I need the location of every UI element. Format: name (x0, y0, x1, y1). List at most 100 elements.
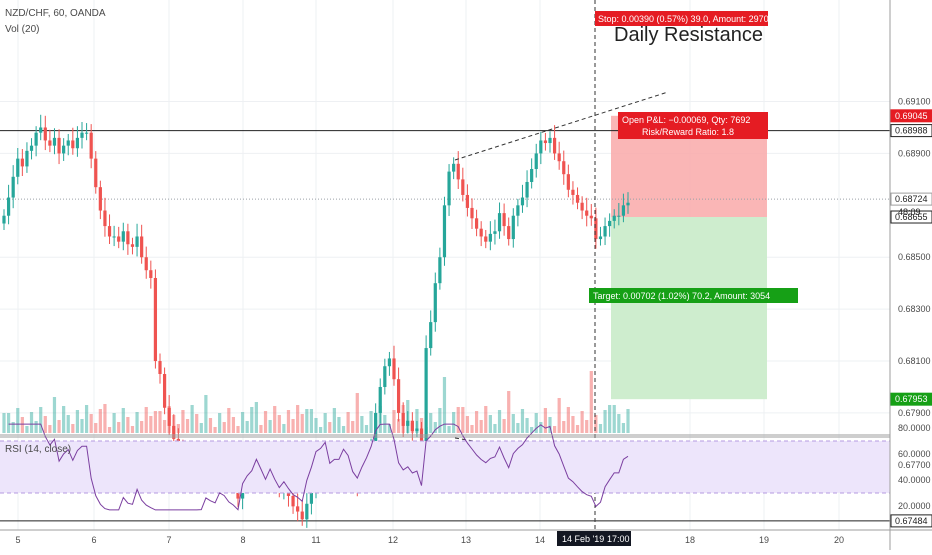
candle-body-90 (415, 428, 419, 432)
volume-bar-43 (199, 423, 203, 433)
rr-label: Risk/Reward Ratio: 1.8 (642, 127, 734, 137)
volume-bar-102 (470, 425, 474, 433)
volume-bar-35 (162, 420, 167, 433)
volume-bar-47 (218, 413, 222, 433)
candle-body-116 (534, 153, 538, 170)
volume-bar-67 (309, 409, 314, 433)
volume-bar-6 (29, 412, 34, 433)
volume-bar-127 (585, 420, 589, 433)
volume-bar-103 (474, 411, 479, 433)
day-tick-4: 11 (311, 535, 320, 545)
candle-body-114 (525, 181, 529, 198)
volume-bar-23 (107, 427, 112, 433)
volume-bar-68 (314, 418, 318, 433)
candle-body-30 (140, 236, 144, 258)
candle-body-85 (392, 358, 396, 380)
candle-body-66 (305, 503, 309, 520)
volume-bar-55 (254, 402, 258, 433)
candle-body-99 (456, 163, 460, 180)
price-tag-box-3 (890, 392, 932, 406)
candle-body-119 (548, 137, 552, 144)
rsi-pane[interactable] (0, 423, 890, 511)
candle-body-3 (16, 158, 20, 177)
volume-bar-29 (135, 412, 139, 433)
candle-body-27 (126, 231, 130, 245)
volume-bar-130 (598, 424, 603, 433)
volume-bar-96 (442, 377, 447, 433)
candle-body-24 (112, 236, 116, 238)
trendline (454, 91, 669, 161)
volume-bar-58 (268, 420, 272, 433)
volume-bar-66 (305, 409, 309, 433)
price-tag-3: 0.67953 (895, 394, 928, 404)
volume-bar-123 (566, 407, 570, 433)
candle-body-13 (62, 145, 66, 154)
volume-bar-45 (208, 418, 213, 433)
candle-body-93 (429, 322, 433, 349)
candle-body-0 (2, 215, 6, 224)
rsi-band (0, 441, 890, 493)
candle-body-128 (589, 215, 593, 219)
daily-resistance-annotation: Daily Resistance (614, 24, 763, 46)
volume-bar-28 (130, 426, 135, 433)
day-tick-1: 6 (91, 535, 96, 545)
price-tick-2: 0.68500 (898, 252, 931, 262)
rsi-tick-3: 20.0000 (898, 501, 931, 511)
volume-bar-60 (277, 415, 281, 433)
candle-body-124 (571, 189, 575, 195)
candle-body-88 (406, 420, 410, 426)
volume-bar-79 (364, 425, 369, 433)
volume-bar-51 (236, 426, 240, 433)
candle-body-101 (465, 194, 470, 208)
position-zones[interactable] (611, 115, 767, 400)
candle-body-126 (580, 202, 584, 211)
candle-body-130 (598, 236, 603, 240)
candle-body-31 (144, 257, 148, 271)
volume-bar-9 (43, 416, 47, 433)
volume-bar-80 (369, 411, 373, 433)
stop-label: Stop: 0.00390 (0.57%) 39.0, Amount: 2970 (598, 14, 769, 24)
volume-bar-74 (341, 426, 346, 433)
candle-body-16 (75, 137, 80, 149)
candle-body-29 (135, 236, 139, 247)
candle-body-34 (158, 361, 162, 375)
volume-bar-76 (351, 421, 355, 433)
candle-body-4 (20, 158, 24, 167)
volume-bar-18 (84, 405, 89, 433)
candle-body-106 (488, 233, 492, 242)
candle-body-20 (94, 158, 98, 188)
volume-bar-136 (626, 409, 630, 433)
volume-bar-11 (52, 397, 57, 433)
volume-bar-71 (328, 422, 332, 433)
day-tick-9: 19 (759, 535, 769, 545)
level-tag-box-1 (890, 514, 932, 528)
candle-body-107 (493, 231, 497, 234)
candle-body-25 (117, 236, 121, 242)
volume-bar-20 (94, 423, 98, 433)
candle-body-87 (401, 412, 405, 426)
candle-body-121 (557, 153, 561, 162)
volume-bar-13 (62, 406, 66, 433)
target-label-box (589, 288, 798, 303)
countdown-label: 48:09 (898, 207, 921, 217)
price-tag-1: 0.68724 (895, 194, 928, 204)
candle-body-97 (447, 171, 451, 206)
price-tick-3: 0.68300 (898, 304, 931, 314)
candle-body-37 (172, 425, 176, 439)
volume-bar-134 (617, 414, 621, 433)
candle-body-103 (474, 218, 479, 229)
candle-body-123 (566, 174, 570, 190)
volume-bar-22 (103, 404, 107, 433)
volume-bar-53 (245, 421, 249, 433)
volume-bar-16 (75, 410, 80, 433)
volume-bar-14 (66, 415, 70, 433)
volume-bar-33 (153, 411, 158, 433)
candle-body-35 (162, 374, 167, 408)
volume-bar-124 (571, 416, 575, 433)
volume-bar-7 (34, 421, 38, 433)
volume-bar-109 (502, 419, 506, 433)
rsi-label: RSI (14, close) (5, 444, 71, 455)
volume-bar-59 (273, 406, 277, 433)
